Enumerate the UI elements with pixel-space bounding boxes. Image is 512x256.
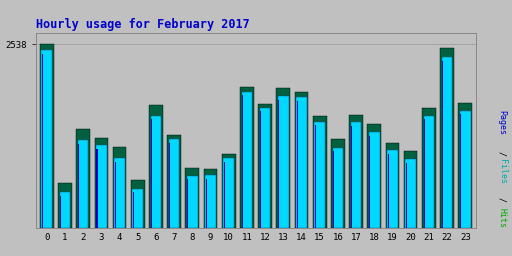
Bar [187,179,188,228]
Text: /: / [498,192,507,207]
Bar [114,158,125,228]
Bar [404,151,417,228]
Bar [406,163,407,228]
Bar [442,57,453,228]
Bar [386,143,399,228]
Bar [224,162,225,228]
Bar [167,135,181,228]
Bar [406,159,416,228]
Bar [59,193,70,228]
Bar [205,175,216,228]
Bar [76,130,90,228]
Bar [423,116,434,228]
Bar [240,87,254,228]
Bar [40,44,54,228]
Bar [169,139,179,228]
Bar [133,189,143,228]
Bar [388,154,389,228]
Bar [331,139,345,228]
Bar [351,122,361,228]
Bar [314,122,325,228]
Bar [242,92,252,228]
Bar [204,168,217,228]
Bar [242,95,243,228]
Bar [151,119,152,228]
Bar [222,154,236,228]
Bar [296,101,297,228]
Bar [149,105,163,228]
Bar [315,125,316,228]
Bar [458,103,472,228]
Bar [96,149,97,228]
Bar [369,136,371,228]
Bar [278,96,289,228]
Bar [369,132,379,228]
Bar [349,115,363,228]
Bar [387,151,398,228]
Bar [260,111,261,228]
Bar [460,111,471,228]
Bar [96,145,106,228]
Text: Pages: Pages [498,110,507,135]
Bar [296,97,307,228]
Bar [42,54,43,228]
Bar [185,168,199,228]
Bar [368,124,381,228]
Bar [133,193,134,228]
Bar [60,196,61,228]
Bar [279,100,280,228]
Text: /: / [498,146,507,161]
Text: Files: Files [498,159,507,184]
Bar [131,180,144,228]
Bar [115,162,116,228]
Bar [223,158,234,228]
Bar [424,119,425,228]
Bar [78,144,79,228]
Bar [258,104,272,228]
Bar [151,116,161,228]
Bar [295,92,308,228]
Bar [41,50,52,228]
Bar [260,108,270,228]
Bar [276,88,290,228]
Bar [460,114,461,228]
Bar [95,138,108,228]
Bar [78,140,89,228]
Bar [58,183,72,228]
Bar [169,143,170,228]
Bar [206,179,207,228]
Bar [187,176,198,228]
Bar [442,61,443,228]
Bar [422,108,436,228]
Text: Hits: Hits [498,208,507,228]
Text: Hourly usage for February 2017: Hourly usage for February 2017 [36,18,249,31]
Bar [333,147,343,228]
Bar [113,147,126,228]
Bar [333,151,334,228]
Bar [440,48,454,228]
Bar [351,126,352,228]
Bar [313,116,327,228]
